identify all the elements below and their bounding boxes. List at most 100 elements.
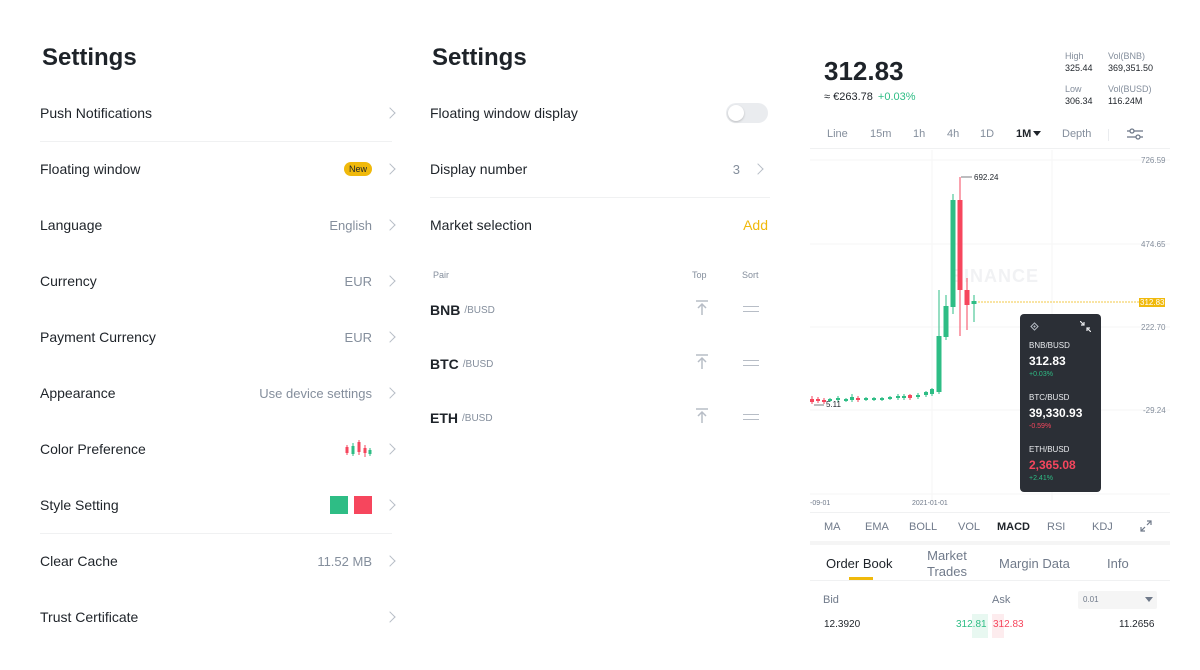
candlestick-chart: BINANCE [810, 150, 1170, 500]
indicator-ma[interactable]: MA [824, 521, 841, 533]
indicator-macd[interactable]: MACD [997, 521, 1030, 533]
candles-flat [810, 388, 934, 404]
vol-bnb-label: Vol(BNB) [1108, 51, 1146, 61]
section-divider [810, 541, 1170, 545]
chevron-right-icon [384, 163, 396, 175]
pair-quote: /BUSD [462, 412, 493, 424]
row-value: 3 [732, 161, 740, 177]
style-down-swatch [354, 496, 372, 514]
toggle-knob [728, 105, 744, 121]
timeframe-line[interactable]: Line [827, 128, 848, 140]
bid-header: Bid [823, 594, 839, 606]
ask-price: 312.83 [993, 619, 1024, 630]
indicator-kdj[interactable]: KDJ [1092, 521, 1113, 533]
drag-sort-icon[interactable] [743, 360, 759, 366]
chevron-right-icon [384, 387, 396, 399]
row-display-number[interactable]: Display number 3 [430, 141, 768, 197]
fullscreen-icon[interactable] [1140, 520, 1152, 532]
ask-quantity: 11.2656 [1119, 619, 1155, 630]
floating-price: 312.83 [1029, 354, 1066, 368]
tabs-bottom-border [810, 580, 1170, 581]
row-payment-currency[interactable]: Payment Currency EUR [40, 309, 400, 365]
indicator-boll[interactable]: BOLL [909, 521, 938, 533]
row-trust-certificate[interactable]: Trust Certificate [40, 589, 400, 645]
floating-change: +0.03% [1029, 371, 1053, 378]
row-label: Market selection [430, 217, 532, 233]
timeframe-1m[interactable]: 1M [1016, 128, 1032, 140]
x-axis-label: -09-01 [810, 500, 831, 507]
pair-quote: /BUSD [464, 304, 495, 316]
indicator-top-border [810, 512, 1170, 513]
col-header-top: Top [692, 270, 707, 280]
chart-settings-icon[interactable] [1127, 128, 1143, 140]
y-axis-label: -29.24 [1143, 406, 1166, 415]
floating-pair: ETH/BUSD [1029, 445, 1070, 454]
row-label: Clear Cache [40, 553, 118, 569]
row-label: Currency [40, 273, 97, 289]
row-clear-cache[interactable]: Clear Cache 11.52 MB [40, 533, 400, 589]
floating-pair: BTC/BUSD [1029, 393, 1070, 402]
timeframe-15m[interactable]: 15m [870, 128, 892, 140]
row-label: Trust Certificate [40, 609, 139, 625]
timeframe-4h[interactable]: 4h [947, 128, 960, 140]
precision-value: 0.01 [1083, 595, 1099, 604]
move-to-top-icon[interactable] [695, 354, 709, 370]
chevron-right-icon [384, 331, 396, 343]
row-floating-window[interactable]: Floating window New [40, 141, 400, 197]
chart-max-label: 692.24 [974, 173, 999, 182]
move-to-top-icon[interactable] [695, 300, 709, 316]
timeframe-depth[interactable]: Depth [1062, 128, 1092, 140]
row-language[interactable]: Language English [40, 197, 400, 253]
binance-logo-icon [1030, 322, 1039, 331]
col-header-sort: Sort [742, 270, 759, 280]
high-label: High [1065, 51, 1084, 61]
row-style-setting[interactable]: Style Setting [40, 477, 400, 533]
tab-info[interactable]: Info [1107, 556, 1129, 571]
row-value: Use device settings [259, 385, 372, 401]
tab-order-book[interactable]: Order Book [826, 556, 893, 571]
y-axis-label: 222.70 [1141, 323, 1166, 332]
chevron-right-icon [384, 219, 396, 231]
divider [40, 141, 392, 142]
floating-change: -0.59% [1029, 423, 1052, 430]
indicator-ema[interactable]: EMA [865, 521, 889, 533]
indicator-rsi[interactable]: RSI [1047, 521, 1066, 533]
fiat-price: ≈ €263.78 [824, 91, 873, 103]
chevron-right-icon [384, 107, 396, 119]
tab-margin-data[interactable]: Margin Data [999, 556, 1070, 571]
row-appearance[interactable]: Appearance Use device settings [40, 365, 400, 421]
chevron-right-icon [384, 555, 396, 567]
collapse-icon[interactable] [1080, 321, 1091, 332]
indicator-vol[interactable]: VOL [958, 521, 981, 533]
dropdown-arrow-icon [1033, 131, 1041, 136]
drag-sort-icon[interactable] [743, 414, 759, 420]
new-badge: New [343, 162, 372, 176]
row-label: Floating window [40, 161, 141, 177]
pair-symbol: ETH [430, 410, 458, 426]
high-value: 325.44 [1065, 63, 1093, 73]
low-label: Low [1065, 84, 1082, 94]
timeframe-1d[interactable]: 1D [980, 128, 995, 140]
vol-bnb-value: 369,351.50 [1108, 63, 1154, 73]
timeframe-1h[interactable]: 1h [913, 128, 926, 140]
floating-display-toggle[interactable] [726, 103, 768, 123]
row-value: English [329, 217, 372, 233]
precision-select[interactable]: 0.01 [1078, 591, 1157, 609]
tab-market-trades[interactable]: Market Trades [927, 548, 967, 579]
chart-top-border [810, 148, 1170, 149]
dropdown-arrow-icon [1145, 597, 1153, 602]
add-button[interactable]: Add [743, 217, 768, 233]
floating-price-window[interactable]: BNB/BUSD 312.83 +0.03% BTC/BUSD 39,330.9… [1020, 314, 1101, 492]
row-floating-window-display: Floating window display [430, 85, 768, 141]
drag-sort-icon[interactable] [743, 306, 759, 312]
row-push-notifications[interactable]: Push Notifications [40, 85, 400, 141]
row-currency[interactable]: Currency EUR [40, 253, 400, 309]
move-to-top-icon[interactable] [695, 408, 709, 424]
row-label: Payment Currency [40, 329, 156, 345]
row-color-preference[interactable]: Color Preference [40, 421, 400, 477]
floating-change: +2.41% [1029, 475, 1053, 482]
pair-symbol: BTC [430, 356, 459, 372]
row-label: Display number [430, 161, 528, 177]
last-price: 312.83 [824, 56, 904, 86]
active-tab-indicator [849, 577, 873, 580]
